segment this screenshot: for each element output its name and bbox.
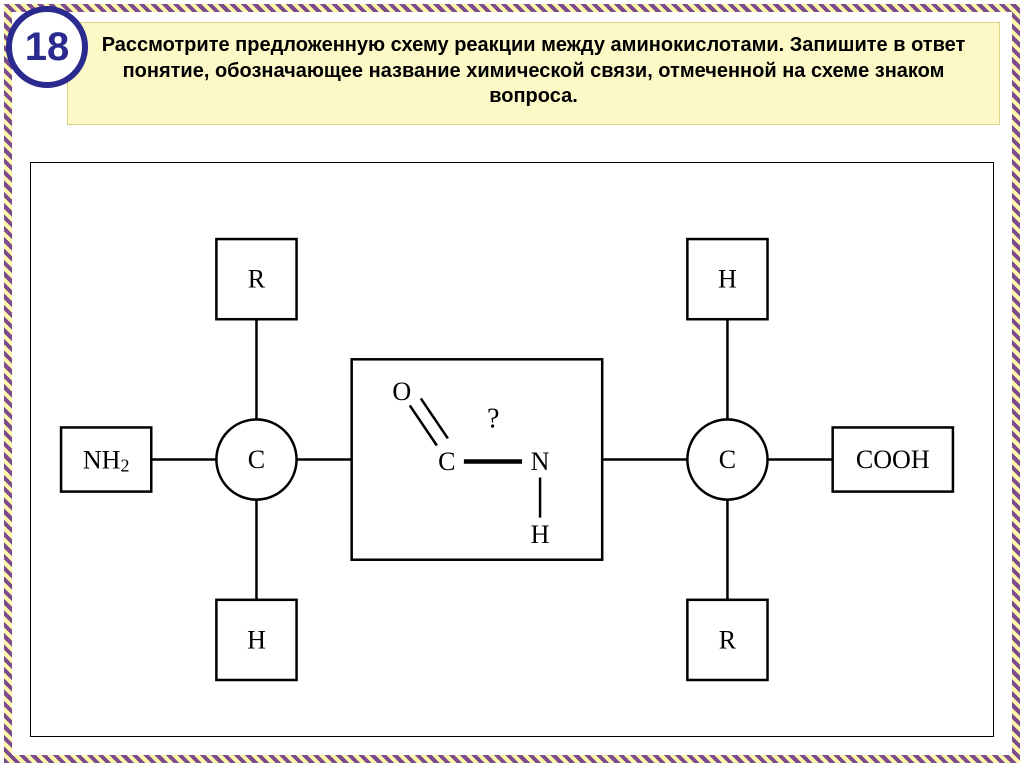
label-c2: C [719,445,736,474]
label-n: N [531,447,550,476]
structure-svg: NH2 C R H O C [31,163,993,736]
chemistry-diagram: NH2 C R H O C [30,162,994,737]
label-r2: R [719,625,737,654]
label-r1: R [248,265,266,294]
slide-frame: 18 Рассмотрите предложенную схему реакци… [12,12,1012,755]
question-number: 18 [25,25,70,70]
label-h2: H [718,265,737,294]
label-c1: C [248,445,265,474]
label-o: O [392,377,411,406]
patterned-border: 18 Рассмотрите предложенную схему реакци… [4,4,1020,763]
question-mark: ? [487,403,499,434]
label-h1: H [247,625,266,654]
question-number-badge: 18 [6,6,88,88]
label-center-h: H [531,520,550,549]
label-cooh: COOH [856,445,930,474]
question-text: Рассмотрите предложенную схему реакции м… [102,34,966,107]
label-center-c: C [438,447,455,476]
question-text-box: Рассмотрите предложенную схему реакции м… [67,22,1000,125]
